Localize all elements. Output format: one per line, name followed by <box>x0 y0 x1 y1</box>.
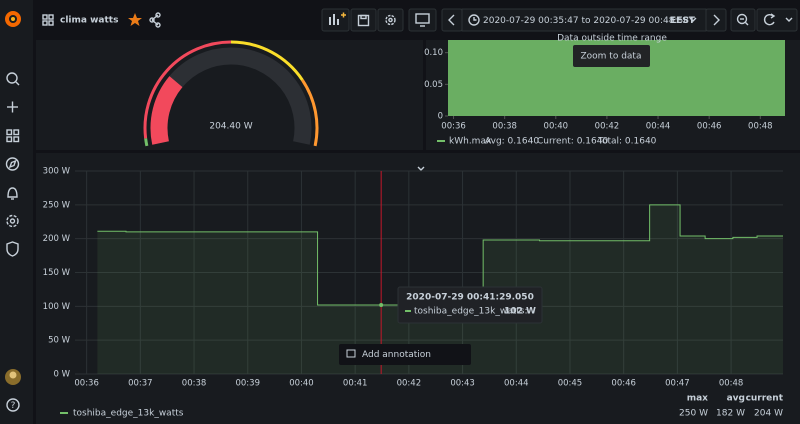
x-tick-label: 00:46 <box>697 122 722 132</box>
panel-menu-caret[interactable] <box>417 166 425 171</box>
series-area <box>97 204 784 374</box>
alerting-icon[interactable] <box>7 187 18 200</box>
threshold-band <box>230 40 304 81</box>
x-tick-label: 00:48 <box>719 379 744 389</box>
gauge-fill <box>150 76 183 145</box>
y-tick-label: 150 W <box>43 268 71 278</box>
no-data-message: Data outside time range <box>557 34 667 44</box>
legend-header[interactable]: current <box>746 394 784 404</box>
x-tick-label: 00:42 <box>595 122 620 132</box>
x-tick-label: 00:36 <box>441 122 466 132</box>
zoom-button[interactable]: Zoom to data <box>581 52 642 62</box>
zoom-button-bg[interactable] <box>573 45 650 67</box>
annotation-icon <box>346 349 356 358</box>
y-tick-label: 200 W <box>43 234 71 244</box>
refresh-button[interactable] <box>756 8 798 32</box>
legend-value: 204 W <box>754 409 783 419</box>
annotation-bg[interactable] <box>339 344 471 365</box>
search-icon[interactable] <box>6 72 20 86</box>
x-tick-label: 00:44 <box>504 379 529 389</box>
x-tick-label: 00:41 <box>343 379 368 389</box>
x-tick-label: 00:45 <box>558 379 583 389</box>
star-icon[interactable] <box>128 13 142 26</box>
dashboard-title[interactable]: clima watts <box>60 16 118 26</box>
settings-button[interactable] <box>377 8 404 32</box>
y-tick-label: 100 W <box>43 302 71 312</box>
threshold-band <box>143 40 232 139</box>
shield-icon[interactable] <box>6 241 19 257</box>
y-tick-label: 50 W <box>48 336 71 346</box>
x-tick-label: 00:40 <box>289 379 314 389</box>
x-tick-label: 00:43 <box>450 379 475 389</box>
dashboards-icon[interactable] <box>6 129 20 143</box>
sidebar <box>0 0 33 424</box>
legend-header[interactable]: max <box>687 394 708 404</box>
x-tick-label: 00:48 <box>748 122 773 132</box>
legend-header[interactable]: avg <box>727 394 745 404</box>
y-tick-label: 0.05 <box>424 80 443 90</box>
grafana-logo[interactable] <box>5 11 21 27</box>
legend-name[interactable]: toshiba_edge_13k_watts <box>73 409 184 419</box>
x-tick-label: 00:36 <box>74 379 99 389</box>
svg-text:?: ? <box>11 401 16 411</box>
y-tick-label: 300 W <box>43 167 71 177</box>
legend-value: 250 W <box>679 409 708 419</box>
add-panel-button[interactable] <box>321 8 350 32</box>
explore-icon[interactable] <box>5 157 20 171</box>
x-tick-label: 00:38 <box>182 379 207 389</box>
y-tick-label: 0 W <box>53 370 70 380</box>
help-icon[interactable]: ? <box>6 398 20 412</box>
share-icon[interactable] <box>149 12 161 28</box>
x-tick-label: 00:46 <box>611 379 636 389</box>
x-tick-label: 00:44 <box>646 122 671 132</box>
add-annotation[interactable]: Add annotation <box>362 350 431 360</box>
threshold-band <box>144 138 149 147</box>
legend-value: 182 W <box>716 409 745 419</box>
x-tick-label: 00:42 <box>397 379 422 389</box>
y-tick-label: 0 <box>438 112 443 122</box>
series-line <box>97 204 783 306</box>
legend-stat: Total: 0.1640 <box>597 137 657 147</box>
y-tick-label: 0.10 <box>424 48 443 58</box>
time-range[interactable]: 2020-07-29 00:35:47 to 2020-07-29 00:48:… <box>483 16 689 26</box>
config-icon[interactable] <box>6 214 19 228</box>
legend-stat: Avg: 0.1640 <box>485 137 539 147</box>
tv-mode-button[interactable] <box>408 8 437 32</box>
x-tick-label: 00:37 <box>128 379 153 389</box>
time-picker-caret <box>689 17 697 22</box>
tooltip-series: toshiba_edge_13k_watts: <box>414 307 527 317</box>
time-back-button[interactable] <box>441 8 463 32</box>
timezone: EEST <box>670 16 696 26</box>
time-forward-button[interactable] <box>705 8 727 32</box>
zoom-out-button[interactable] <box>730 8 756 32</box>
gauge-value: 204.40 W <box>209 122 252 132</box>
threshold-band <box>301 79 319 147</box>
tooltip-value: 102 W <box>504 307 536 317</box>
tooltip-bg <box>397 286 543 324</box>
x-tick-label: 00:40 <box>544 122 569 132</box>
hover-point <box>379 302 384 307</box>
x-tick-label: 00:47 <box>665 379 690 389</box>
save-button[interactable] <box>350 8 377 32</box>
tooltip-time: 2020-07-29 00:41:29.050 <box>406 293 534 303</box>
dashboard-icon <box>42 14 54 26</box>
create-icon[interactable] <box>7 101 18 113</box>
legend-name[interactable]: kWh.max <box>449 137 492 147</box>
legend-stat: Current: 0.1640 <box>537 137 608 147</box>
avatar[interactable] <box>5 369 21 385</box>
x-tick-label: 00:38 <box>492 122 517 132</box>
x-tick-label: 00:39 <box>235 379 260 389</box>
y-tick-label: 250 W <box>43 200 71 210</box>
